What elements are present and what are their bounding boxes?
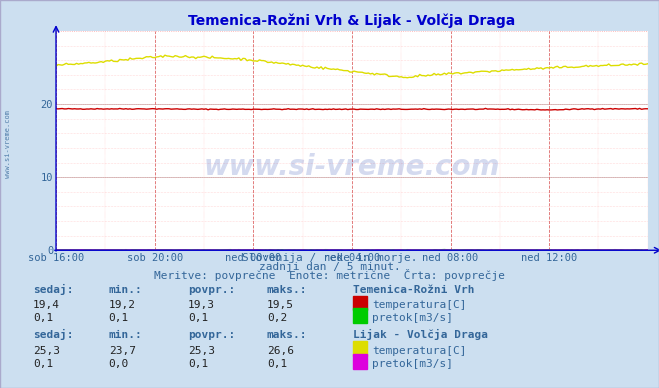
Text: min.:: min.: bbox=[109, 330, 142, 340]
Text: Meritve: povprečne  Enote: metrične  Črta: povprečje: Meritve: povprečne Enote: metrične Črta:… bbox=[154, 268, 505, 281]
Text: 19,4: 19,4 bbox=[33, 300, 60, 310]
Text: zadnji dan / 5 minut.: zadnji dan / 5 minut. bbox=[258, 262, 401, 272]
Text: Slovenija / reke in morje.: Slovenija / reke in morje. bbox=[242, 253, 417, 263]
Title: Temenica-Rožni Vrh & Lijak - Volčja Draga: Temenica-Rožni Vrh & Lijak - Volčja Drag… bbox=[188, 14, 515, 28]
Text: 0,1: 0,1 bbox=[267, 359, 287, 369]
Text: 19,5: 19,5 bbox=[267, 300, 294, 310]
Text: povpr.:: povpr.: bbox=[188, 285, 235, 295]
Text: 23,7: 23,7 bbox=[109, 346, 136, 356]
Text: pretok[m3/s]: pretok[m3/s] bbox=[372, 313, 453, 323]
Text: temperatura[C]: temperatura[C] bbox=[372, 346, 467, 356]
Text: www.si-vreme.com: www.si-vreme.com bbox=[204, 153, 500, 181]
Text: min.:: min.: bbox=[109, 285, 142, 295]
Text: 0,0: 0,0 bbox=[109, 359, 129, 369]
Text: povpr.:: povpr.: bbox=[188, 330, 235, 340]
Text: Lijak - Volčja Draga: Lijak - Volčja Draga bbox=[353, 329, 488, 340]
Text: 19,3: 19,3 bbox=[188, 300, 215, 310]
Text: maks.:: maks.: bbox=[267, 285, 307, 295]
Text: sedaj:: sedaj: bbox=[33, 284, 73, 295]
Text: 0,1: 0,1 bbox=[188, 359, 208, 369]
Text: 25,3: 25,3 bbox=[33, 346, 60, 356]
Text: 0,1: 0,1 bbox=[33, 359, 53, 369]
Text: 0,2: 0,2 bbox=[267, 313, 287, 323]
Text: temperatura[C]: temperatura[C] bbox=[372, 300, 467, 310]
Text: 0,1: 0,1 bbox=[33, 313, 53, 323]
Text: 25,3: 25,3 bbox=[188, 346, 215, 356]
Text: sedaj:: sedaj: bbox=[33, 329, 73, 340]
Text: 0,1: 0,1 bbox=[109, 313, 129, 323]
Text: www.si-vreme.com: www.si-vreme.com bbox=[5, 109, 11, 178]
Text: Temenica-Rožni Vrh: Temenica-Rožni Vrh bbox=[353, 285, 474, 295]
Text: 19,2: 19,2 bbox=[109, 300, 136, 310]
Text: 0,1: 0,1 bbox=[188, 313, 208, 323]
Text: maks.:: maks.: bbox=[267, 330, 307, 340]
Text: pretok[m3/s]: pretok[m3/s] bbox=[372, 359, 453, 369]
Text: 26,6: 26,6 bbox=[267, 346, 294, 356]
